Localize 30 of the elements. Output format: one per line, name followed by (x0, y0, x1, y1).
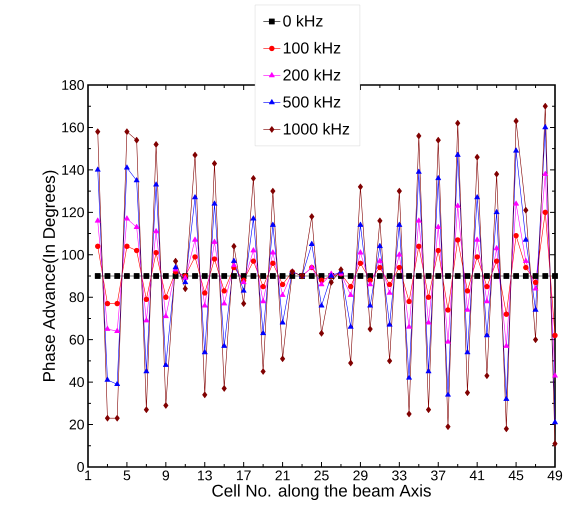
x-tick-label: 1 (85, 470, 92, 480)
x-tick-label: 13 (198, 470, 212, 480)
y-tick-label: 0 (77, 462, 84, 472)
x-tick-label: 37 (431, 470, 446, 480)
legend-label: 1000 kHz (284, 122, 350, 135)
legend-label: 0 kHz (283, 14, 323, 27)
y-tick-label: 40 (69, 377, 84, 388)
x-tick-label: 21 (276, 470, 290, 480)
x-tick-label: 49 (548, 470, 562, 480)
x-tick-label: 45 (508, 470, 524, 480)
x-axis-title: Cell No. along the beam Axis (212, 484, 431, 500)
x-tick-label: 29 (353, 470, 368, 480)
legend-label: 500 kHz (283, 96, 340, 108)
y-tick-label: 20 (70, 420, 84, 430)
x-tick-label: 9 (162, 470, 170, 480)
y-tick-label: 80 (70, 292, 84, 302)
x-tick-label: 33 (392, 470, 406, 480)
x-tick-label: 17 (236, 470, 251, 480)
legend-label: 200 kHz (283, 68, 340, 81)
x-tick-label: 5 (124, 470, 130, 480)
y-axis-title: Phase Advance(In Degrees) (42, 170, 58, 381)
y-tick-label: 60 (70, 334, 84, 345)
y-tick-label: 140 (62, 164, 84, 175)
y-tick-label: 160 (62, 122, 84, 132)
y-tick-label: 100 (62, 250, 84, 260)
y-tick-label: 180 (62, 80, 84, 90)
legend-label: 100 kHz (284, 42, 340, 54)
x-tick-label: 25 (314, 470, 329, 480)
x-tick-label: 41 (470, 470, 484, 480)
y-tick-label: 120 (62, 207, 84, 218)
